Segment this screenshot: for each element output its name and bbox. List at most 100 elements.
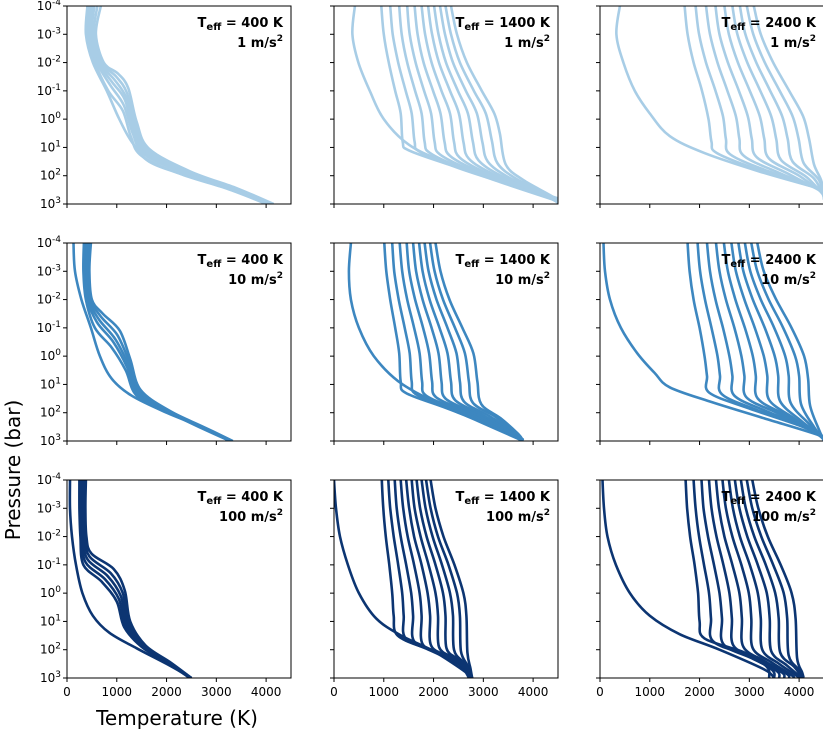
panel-frame [66,5,292,205]
teff-label: Teff = 2400 K [722,253,817,270]
profile-line-10 [444,6,558,204]
y-tick-label: 10-3 [37,26,61,41]
x-tick-label: 0 [330,685,338,699]
profiles [84,6,275,204]
profile-line-6 [94,6,275,204]
profile-line-9 [739,480,805,678]
profile-line-8 [428,243,525,441]
gravity-label: 10 m/s2 [495,271,550,288]
y-tick-label: 100 [40,348,61,363]
y-tick-label: 101 [40,139,61,154]
x-tick-label: 1000 [635,685,666,699]
x-tick-label: 1000 [369,685,400,699]
x-tick-label: 3000 [468,685,499,699]
teff-label: Teff = 400 K [198,16,284,33]
y-tick-label: 10-3 [37,263,61,278]
profile-line-1 [683,6,823,191]
teff-label: Teff = 400 K [198,490,284,507]
profiles [615,6,823,200]
profile-line-4 [86,243,233,441]
profiles [601,480,806,678]
y-tick-label: 103 [40,196,61,211]
profile-line-9 [750,243,823,441]
y-tick-label: 10-3 [37,500,61,515]
profile-line-7 [423,243,525,441]
teff-label: Teff = 400 K [198,253,284,270]
profiles [351,6,558,204]
x-axis-title: Temperature (K) [95,706,258,729]
profile-line-7 [727,480,801,678]
profile-line-8 [745,6,823,199]
profiles [334,480,474,678]
teff-label: Teff = 1400 K [456,253,551,270]
profile-line-4 [405,243,524,441]
y-tick-label: 10-4 [37,0,62,13]
y-tick-label: 103 [40,433,61,448]
y-tick-label: 10-2 [37,55,61,70]
gravity-label: 100 m/s2 [486,508,550,525]
profile-line-7 [737,243,823,441]
profile-line-11 [449,6,558,204]
panel-r1-c0: 10-4 10-3 10-2 10-1 100 101 102 103 Teff = 400 K… [37,235,292,448]
profile-line-0 [601,480,776,678]
profile-line-0 [334,480,471,678]
profile-line-6 [731,6,823,197]
profile-line-8 [733,480,804,678]
profile-line-2 [694,6,823,191]
y-tick-label: 10-2 [37,529,61,544]
panel-r1-c1: Teff = 1400 K10 m/s2 [330,242,559,445]
panel-r0-c2: Teff = 2400 K1 m/s2 [596,5,823,208]
profile-line-5 [714,480,791,678]
y-tick-label: 10-2 [37,292,61,307]
profile-line-5 [723,6,823,195]
x-tick-label: 2000 [151,685,182,699]
x-tick-label: 4000 [784,685,815,699]
gravity-label: 100 m/s2 [219,508,283,525]
profile-line-3 [704,6,823,193]
profile-line-9 [752,6,823,200]
y-tick-label: 100 [40,585,61,600]
profile-line-6 [721,480,796,678]
profile-line-9 [434,243,525,441]
profile-line-0 [68,480,193,678]
profiles [347,243,525,441]
profile-line-5 [411,243,524,441]
profiles [68,480,193,678]
profile-line-3 [398,243,524,441]
y-tick-label: 10-4 [37,472,62,487]
x-tick-label: 3000 [201,685,232,699]
profile-line-0 [72,243,232,441]
x-tick-label: 2000 [684,685,715,699]
gravity-label: 100 m/s2 [752,508,816,525]
panel-frame [66,479,292,679]
x-tick-label: 3000 [734,685,765,699]
gravity-label: 1 m/s2 [770,34,816,51]
x-tick-label: 4000 [518,685,549,699]
profile-line-6 [417,243,524,441]
y-tick-label: 10-4 [37,235,62,250]
profile-line-3 [705,243,823,440]
y-axis-title: Pressure (bar) [1,400,25,541]
teff-label: Teff = 1400 K [456,16,551,33]
y-tick-label: 102 [40,642,61,657]
profile-line-1 [85,6,265,204]
x-tick-label: 0 [596,685,604,699]
profile-line-5 [84,480,193,678]
x-tick-label: 0 [63,685,71,699]
profile-line-5 [88,243,234,441]
panel-r2-c0: 0 1000 2000 3000 4000 10-4 10-3 10-2 10-1 100 101 1… [37,472,292,699]
panel-frame [599,479,823,679]
gravity-label: 10 m/s2 [761,271,816,288]
profile-line-8 [432,6,558,204]
panel-frame [333,5,559,205]
y-tick-label: 101 [40,613,61,628]
y-tick-label: 10-1 [37,320,61,335]
panel-frame [599,242,823,442]
panel-r0-c0: 10-4 10-3 10-2 10-1 100 101 102 103 Teff = 400 K… [37,0,292,211]
profile-line-4 [714,6,823,194]
gravity-label: 1 m/s2 [504,34,550,51]
profile-line-1 [82,243,230,441]
